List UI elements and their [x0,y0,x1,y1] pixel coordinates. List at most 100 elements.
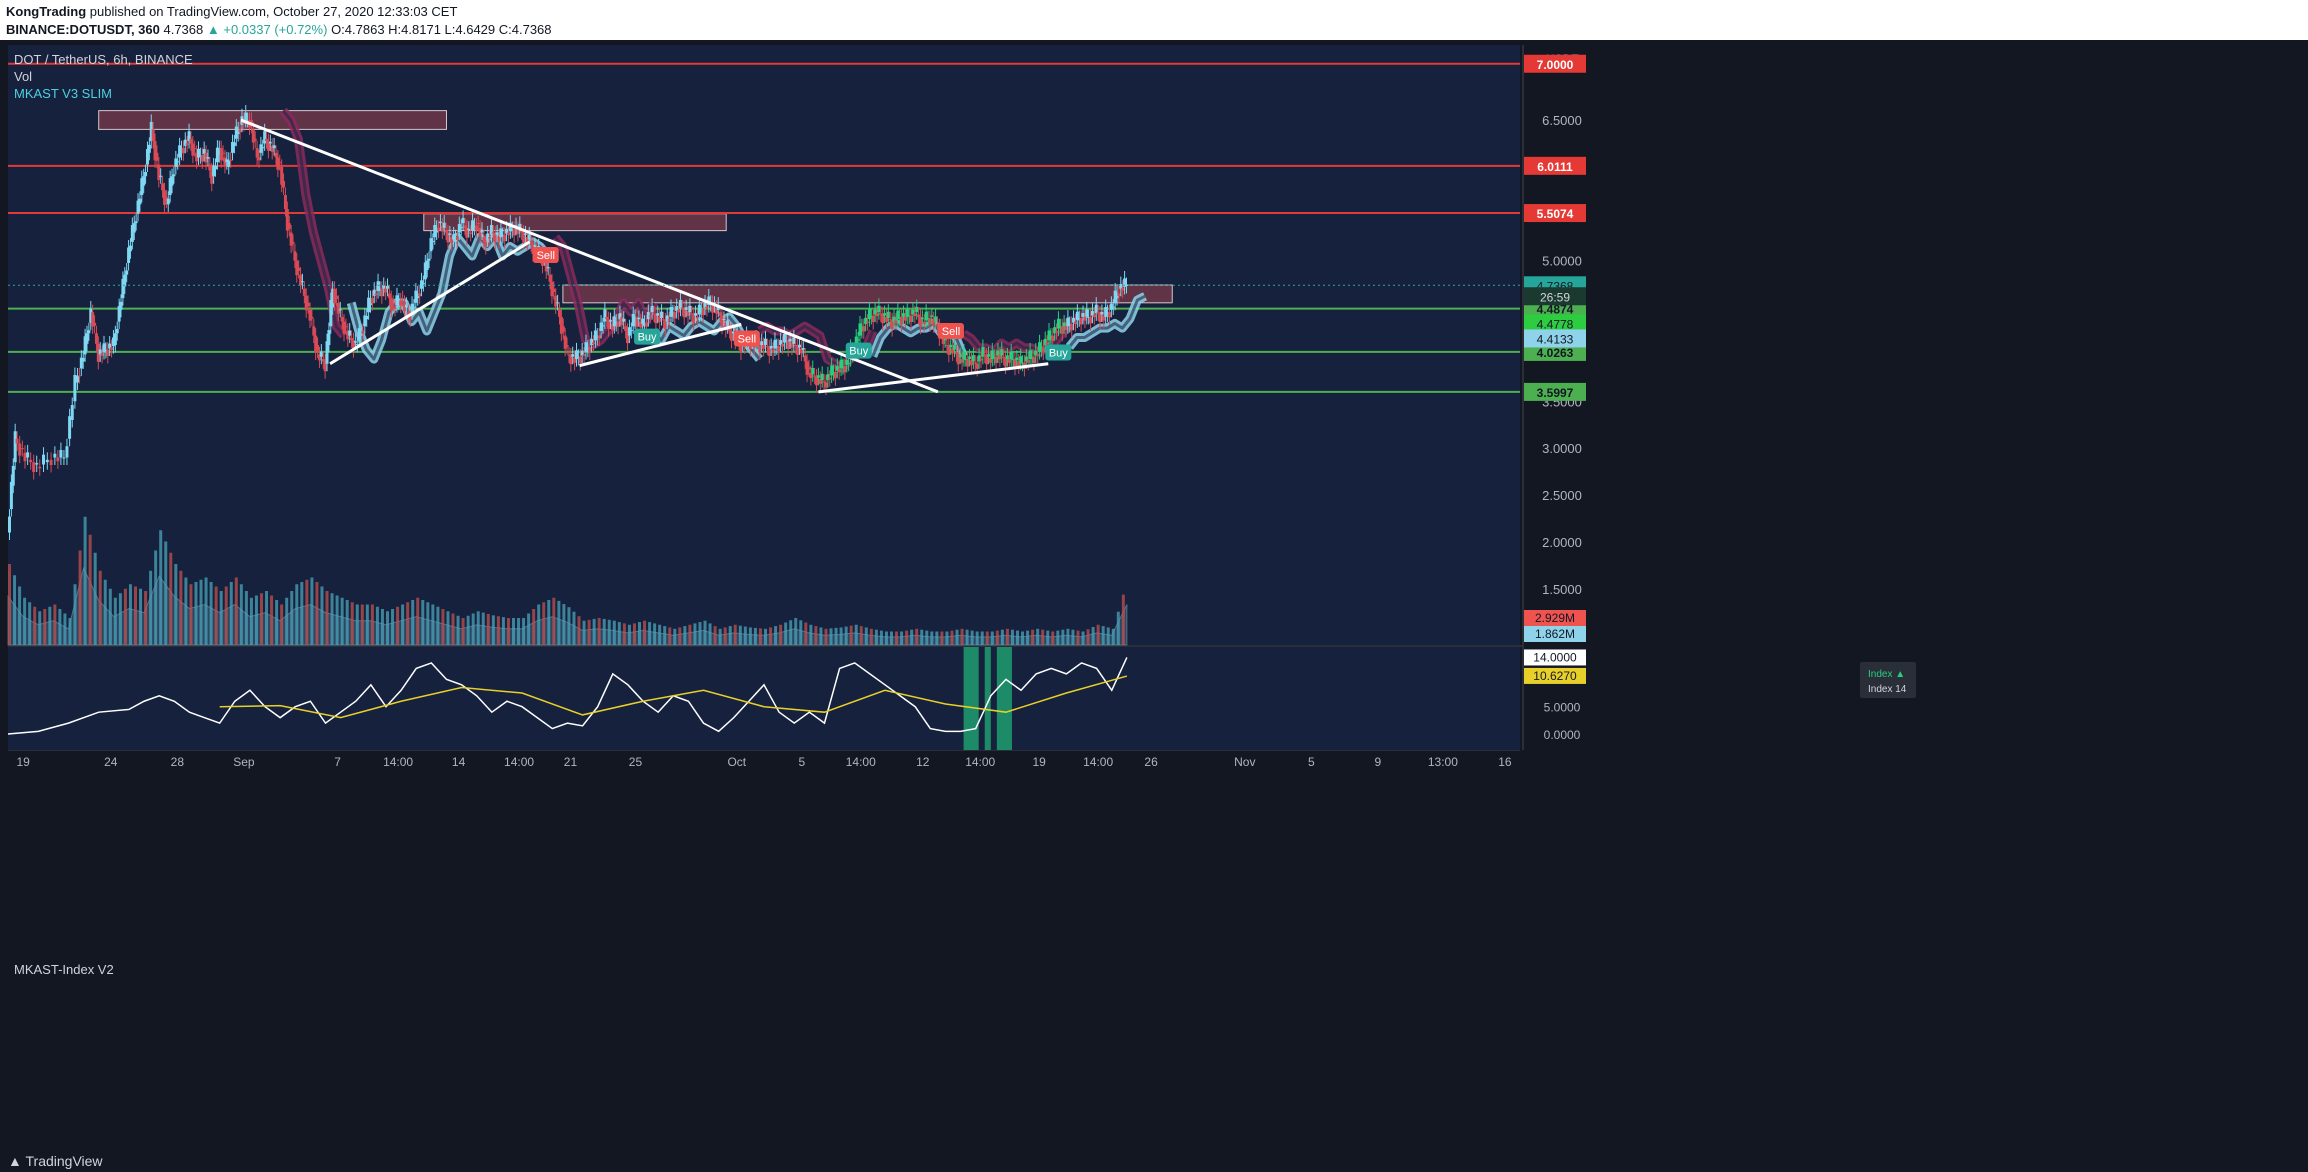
volume-bar [128,584,132,645]
candle-body [983,354,987,356]
volume-tag-label: 1.862M [1535,627,1575,641]
volume-bar [275,600,279,645]
candle-body [232,142,236,146]
candle-body [202,149,206,154]
candle-body [1077,318,1081,320]
volume-bar [698,622,702,645]
candle-body [822,381,826,383]
level-price-label: 5.5074 [1537,207,1574,221]
candle-body [886,311,890,319]
time-tick-label: 14:00 [383,755,413,769]
price-chart[interactable]: 6.50005.00004.50003.50003.00002.50002.00… [0,40,2308,1150]
candle-body [357,328,361,341]
candle-body [308,309,312,321]
candle-body [378,288,382,290]
trendline [579,322,742,368]
oscillator-index-line [7,657,1128,735]
volume-bar [839,627,843,645]
volume-bar [1116,611,1120,645]
author-name[interactable]: KongTrading [6,4,87,19]
volume-bar [1091,627,1095,645]
volume-bar [1076,630,1080,645]
trendline [240,118,939,394]
candle-body [888,319,892,321]
candle-body [410,303,414,313]
candle-body [136,200,140,214]
candle-body [592,342,596,345]
candle-body [130,225,134,242]
chart-frame[interactable]: 6.50005.00004.50003.50003.00002.50002.00… [0,40,2308,1150]
candle-body [1068,323,1072,326]
time-tick-label: 26 [1144,755,1158,769]
level-price-tag [1524,204,1586,223]
candle-body [1004,357,1008,367]
candle-body [739,342,743,353]
candle-body [499,228,503,238]
candle-body [212,165,216,177]
candle-body [1123,278,1127,287]
candle-body [571,354,575,357]
volume-bar [653,623,657,645]
volume-bar [1000,629,1004,645]
candle-body [427,258,431,261]
volume-bar [451,613,455,645]
candle-body [588,347,592,353]
sell-signal-label: Sell [942,326,960,338]
volume-bar [431,604,435,645]
volume-bar [456,615,460,645]
volume-bar [743,626,747,645]
candle-body [680,307,684,309]
volume-bar [950,630,954,645]
volume-bar [905,630,909,645]
price-tag-label: 4.4133 [1537,332,1574,346]
candle-body [225,159,229,163]
candle-body [268,142,272,144]
candle-body [646,311,650,320]
candle-body [459,226,463,228]
candle-body [996,350,1000,356]
candle-body [609,320,613,322]
candle-body [879,313,883,315]
volume-bar [522,618,526,645]
candle-body [285,209,289,231]
volume-bar [265,591,269,645]
candle-body [53,453,57,458]
candle-body [624,326,628,331]
candle-body [382,285,386,289]
volume-bar [491,615,495,645]
tradingview-logo[interactable]: ▲ TradingView [8,1153,103,1169]
time-tick-label: 28 [171,755,185,769]
volume-bar [113,597,117,645]
candle-body [450,237,454,244]
candle-body [968,356,972,360]
candle-body [59,450,63,458]
candle-body [869,315,873,317]
candle-body [975,363,979,369]
candle-body [773,339,777,349]
candle-body [830,365,834,376]
volume-bar [708,623,712,645]
volume-bar [189,584,193,645]
volume-bar [446,611,450,645]
candle-body [476,223,480,225]
candle-body [1043,338,1047,345]
candle-body [474,225,478,231]
candle-body [334,295,338,300]
price-tick-label: 5.0000 [1542,254,1582,269]
candle-body [907,315,911,317]
candle-body [446,232,450,243]
candle-body [953,344,956,350]
candle-body [280,166,284,185]
volume-bar [496,616,500,645]
candle-body [898,316,902,319]
candle-body [658,316,662,322]
level-price-tag [1524,156,1586,175]
candle-body [236,129,240,135]
candle-body [231,142,235,153]
last-price: 4.7368 [163,22,204,37]
candle-body [775,346,779,348]
volume-bar [310,577,314,645]
candle-body [480,229,484,233]
volume-bar [23,597,27,645]
volume-bar [416,597,420,645]
